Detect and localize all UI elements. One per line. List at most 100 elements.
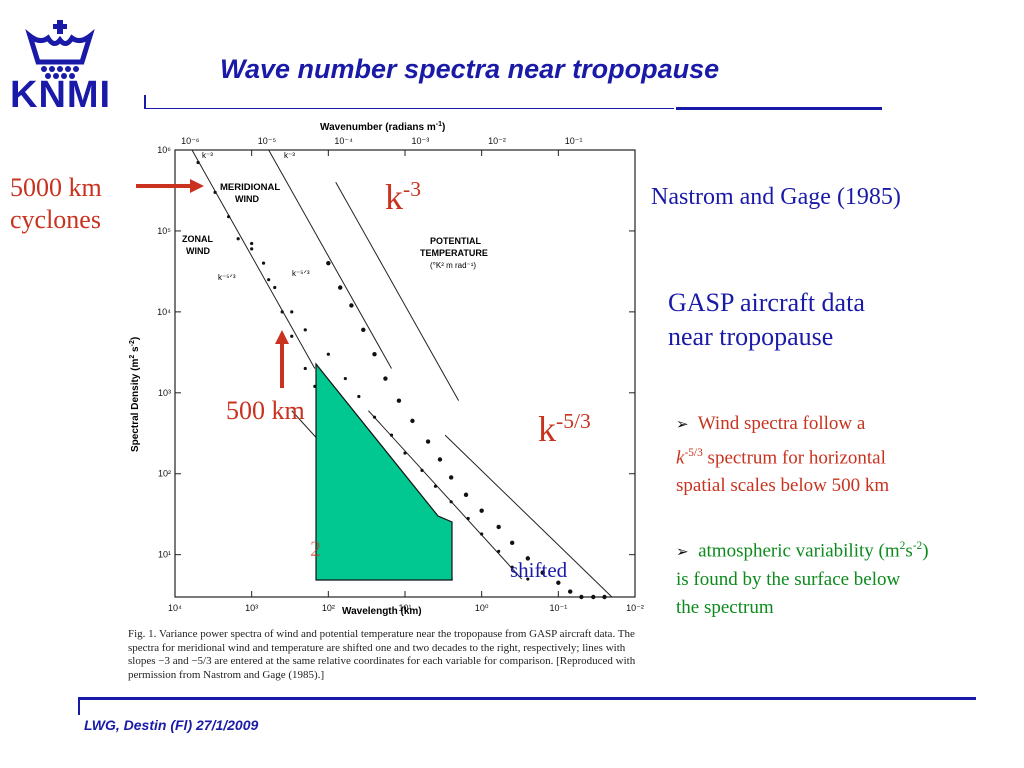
title-rule-thin xyxy=(144,108,674,109)
x-tick-label: 10² xyxy=(322,603,335,613)
data-point xyxy=(303,328,307,332)
k3-label: k-3 xyxy=(385,177,421,217)
data-point xyxy=(525,556,531,561)
cyclones-arrow xyxy=(136,179,204,193)
data-point xyxy=(349,303,354,308)
cyclones-label-line2: cyclones xyxy=(10,205,101,234)
data-point xyxy=(509,540,515,546)
y-tick-label: 10¹ xyxy=(158,550,171,560)
axis-ticks xyxy=(174,149,636,597)
data-point xyxy=(338,285,343,290)
gasp-line1: GASP aircraft data xyxy=(668,288,865,317)
data-point xyxy=(326,352,330,356)
x2-tick-label: 10⁻¹ xyxy=(565,136,583,146)
data-point xyxy=(448,475,454,480)
slope-line xyxy=(368,410,523,580)
data-point xyxy=(343,376,347,381)
data-point xyxy=(389,433,394,437)
page-title: Wave number spectra near tropopause xyxy=(220,54,720,84)
spectra-figure: 10⁴ 10³ 10² 10¹ 10⁰ 10⁻¹ 10⁻² 10⁻⁶ 10⁻⁵ 10⁻⁴ 10⁻³ 1… xyxy=(129,121,644,617)
x2-tick-label: 10⁻⁶ xyxy=(181,136,200,146)
logo-text: KNMI xyxy=(10,74,112,116)
mesoscale-label: 500 km xyxy=(226,396,305,425)
x-tick-label: 10⁻¹ xyxy=(549,603,567,613)
footer-rule-tick xyxy=(78,697,80,715)
data-point xyxy=(196,160,200,165)
y-tick-label: 10⁴ xyxy=(157,307,171,317)
figure-caption: Fig. 1. Variance power spectra of wind a… xyxy=(128,628,636,681)
slope-k53-label-a: k⁻⁵ᐟ³ xyxy=(218,273,236,282)
data-point xyxy=(466,516,470,521)
data-point xyxy=(579,594,584,600)
x-tick-label: 10⁻² xyxy=(626,603,644,613)
x-tick-label: 10⁰ xyxy=(475,603,489,613)
data-point xyxy=(420,468,424,472)
data-point xyxy=(510,565,514,569)
y-axis-title: Spectral Density (m2 s-2) xyxy=(129,337,141,452)
zonal-label: ZONAL xyxy=(182,234,213,244)
title-rule-tick xyxy=(144,95,146,109)
data-point xyxy=(526,577,530,581)
bullet-1: ➢ Wind spectra follow a k-5/3 spectrum f… xyxy=(676,413,890,497)
slope-line xyxy=(335,181,460,401)
data-point xyxy=(396,398,402,403)
data-point xyxy=(250,247,254,251)
data-point xyxy=(480,532,484,536)
data-point xyxy=(425,439,431,444)
x-tick-label: 10⁴ xyxy=(168,603,182,613)
data-point xyxy=(372,351,377,357)
y-tick-label: 10⁵ xyxy=(157,226,171,236)
bullet-2: ➢ atmospheric variability (m2s-2) is fou… xyxy=(676,540,929,619)
y-tick-label: 10⁶ xyxy=(157,145,171,155)
crown-icon xyxy=(25,20,95,79)
mesoscale-arrow xyxy=(275,330,289,388)
data-point xyxy=(372,415,377,419)
bottom-axis-title: Wavelength (km) xyxy=(342,606,422,617)
data-point xyxy=(261,261,266,265)
shifted-label: shifted xyxy=(510,558,568,582)
zonal-label-2: WIND xyxy=(186,246,210,256)
slope-line xyxy=(268,149,392,369)
bullet-arrow-icon: ➢ xyxy=(676,417,689,433)
data-point xyxy=(463,492,469,497)
slope-k53-label-b: k⁻⁵ᐟ³ xyxy=(292,269,310,278)
title-rule-thick xyxy=(676,107,882,110)
data-point xyxy=(433,484,438,488)
slope-k3-label-b: k⁻³ xyxy=(284,151,295,160)
top-axis-title: Wavenumber (radians m-1) xyxy=(320,121,445,133)
x-tick-label: 10¹ xyxy=(398,603,411,613)
data-point xyxy=(449,500,453,504)
slope-line xyxy=(191,149,316,369)
gasp-text: GASP aircraft data near tropopause xyxy=(668,286,865,354)
knmi-logo: KNMI xyxy=(8,18,112,118)
data-point xyxy=(290,334,294,338)
bullet-arrow-icon-2: ➢ xyxy=(676,544,689,561)
data-point xyxy=(357,394,361,399)
variability-area xyxy=(315,362,453,581)
data-point xyxy=(437,457,443,462)
slope-k3-label-a: k⁻³ xyxy=(202,151,213,160)
footer-text: LWG, Destin (Fl) 27/1/2009 xyxy=(84,717,259,733)
reference-text: Nastrom and Gage (1985) xyxy=(651,184,901,210)
axis-tick-labels: 10⁴ 10³ 10² 10¹ 10⁰ 10⁻¹ 10⁻² 10⁻⁶ 10⁻⁵ 10⁻⁴ 10⁻³ 1… xyxy=(157,136,644,613)
y-tick-label: 10² xyxy=(158,469,171,479)
data-point xyxy=(303,366,307,371)
data-point xyxy=(602,594,607,600)
data-point xyxy=(226,215,231,219)
data-point xyxy=(403,451,407,455)
data-point xyxy=(290,310,294,314)
data-point xyxy=(540,570,545,575)
footer-rule xyxy=(78,697,976,700)
data-point xyxy=(591,594,596,600)
data-point xyxy=(383,376,388,381)
data-point xyxy=(479,508,484,513)
x2-tick-label: 10⁻⁴ xyxy=(334,136,353,146)
gasp-line2: near tropopause xyxy=(668,322,834,351)
x2-tick-label: 10⁻³ xyxy=(411,136,429,146)
potential-label-3: (°K² m rad⁻¹) xyxy=(430,261,476,270)
data-point xyxy=(556,580,561,585)
data-point xyxy=(250,241,254,246)
cyclones-label: 5000 km cyclones xyxy=(10,172,102,236)
data-point xyxy=(267,278,271,282)
data-point xyxy=(496,524,501,530)
